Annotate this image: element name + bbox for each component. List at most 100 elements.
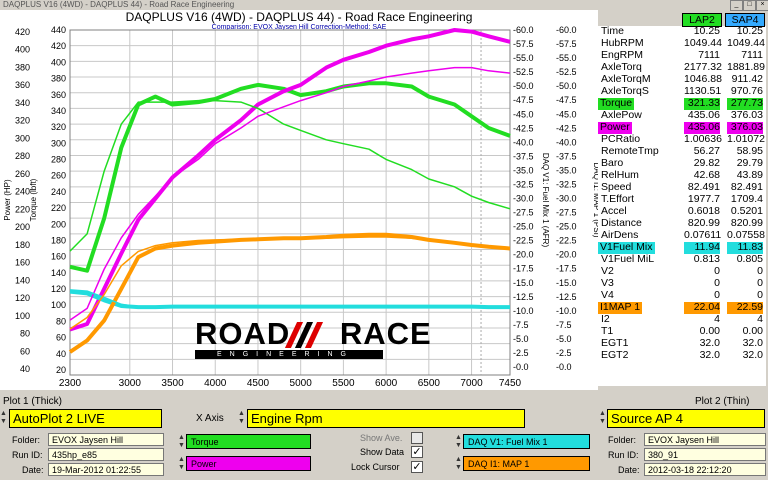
power-axis-tick: 380 bbox=[15, 62, 30, 72]
afr-axis-tick: -22.5 bbox=[513, 236, 534, 246]
row-value-1: 0.6018 bbox=[687, 205, 720, 217]
row-value-2: 0.07558 bbox=[727, 229, 765, 241]
table-row: V4 0 0 bbox=[598, 289, 766, 302]
row-name: RemoteTmp bbox=[601, 145, 659, 157]
plot2-folder-field[interactable]: EVOX Jaysen Hill bbox=[644, 433, 766, 446]
row-value-1: 0 bbox=[714, 289, 720, 301]
close-button[interactable]: × bbox=[756, 0, 768, 11]
row-value-1: 1.00636 bbox=[684, 133, 722, 145]
row-value-2: 10.25 bbox=[736, 25, 763, 37]
chart-subtitle: Comparison: EVOX Jaysen Hill Correction-… bbox=[211, 24, 387, 31]
row-value-2: 32.0 bbox=[742, 337, 763, 349]
x-tick-label: 3000 bbox=[119, 378, 142, 389]
xaxis-field[interactable]: Engine Rpm bbox=[247, 409, 525, 428]
logo-subtext: ENGINEERING bbox=[195, 350, 383, 359]
table-row: AxleTorqM 1046.88 911.42 bbox=[598, 73, 766, 86]
map-axis-tick: -25.0 bbox=[556, 222, 577, 232]
plot2-source-field[interactable]: Source AP 4 bbox=[607, 409, 765, 428]
x-tick-label: 5000 bbox=[290, 378, 313, 389]
map-axis-tick: -20.0 bbox=[556, 250, 577, 260]
row-name: T.Effort bbox=[601, 193, 635, 205]
maximize-button[interactable]: □ bbox=[743, 0, 756, 11]
row-name: I2 bbox=[601, 313, 610, 325]
map-spinner[interactable]: ▲ ▼ bbox=[455, 456, 462, 471]
plot1-date-field[interactable]: 19-Mar-2012 01:22:55 bbox=[48, 463, 164, 476]
row-value-2: 820.99 bbox=[730, 217, 763, 229]
x-tick-label: 4000 bbox=[204, 378, 227, 389]
plot1-label: Plot 1 (Thick) bbox=[3, 396, 62, 407]
plot2-source-spinner[interactable]: ▲ ▼ bbox=[599, 410, 606, 425]
torque-axis-tick: 60 bbox=[56, 333, 66, 343]
xaxis-spinner[interactable]: ▲ ▼ bbox=[238, 410, 245, 425]
torque-axis-tick: 160 bbox=[51, 252, 66, 262]
channel-power[interactable]: Power bbox=[186, 456, 311, 471]
series-line-fuel-mix-1 bbox=[69, 289, 510, 310]
row-name: AxleTorq bbox=[601, 61, 642, 73]
table-row: RemoteTmp 56.27 58.95 bbox=[598, 145, 766, 158]
row-value-2: 1709.4 bbox=[730, 193, 763, 205]
series-line-map-1 bbox=[69, 236, 511, 330]
channel-map[interactable]: DAQ I1: MAP 1 bbox=[463, 456, 590, 471]
row-name: AirDens bbox=[601, 229, 639, 241]
row-value-2: 0 bbox=[757, 277, 763, 289]
row-value-2: 32.0 bbox=[742, 349, 763, 361]
torque-axis-tick: 440 bbox=[51, 25, 66, 35]
torque-axis-tick: 340 bbox=[51, 106, 66, 116]
afr-axis-tick: -35.0 bbox=[513, 165, 534, 175]
channel-torque[interactable]: Torque bbox=[186, 434, 311, 449]
row-name: PCRatio bbox=[601, 133, 641, 145]
table-row: V3 0 0 bbox=[598, 277, 766, 290]
afr-axis-tick: -30.0 bbox=[513, 194, 534, 204]
table-row: T1 0.00 0.00 bbox=[598, 325, 766, 338]
power-axis-tick: 300 bbox=[15, 133, 30, 143]
channel-fuel-mix[interactable]: DAQ V1: Fuel Mix 1 bbox=[463, 434, 590, 449]
show-ave-checkbox[interactable] bbox=[411, 432, 423, 444]
plot1-source-spinner[interactable]: ▲ ▼ bbox=[0, 410, 7, 425]
map-axis-tick: -17.5 bbox=[556, 264, 577, 274]
window-titlebar: DAQPLUS V16 (4WD) - DAQPLUS 44) - Road R… bbox=[0, 0, 768, 10]
row-value-2: 376.03 bbox=[727, 121, 763, 134]
plot1-folder-field[interactable]: EVOX Jaysen Hill bbox=[48, 433, 164, 446]
row-value-2: 22.59 bbox=[727, 301, 763, 314]
row-name: EngRPM bbox=[601, 49, 644, 61]
row-value-2: 1881.89 bbox=[727, 61, 765, 73]
row-value-2: 4 bbox=[757, 313, 763, 325]
power-axis-tick: 80 bbox=[20, 329, 30, 339]
plot2-date-label: Date: bbox=[618, 465, 640, 475]
plot1-source-field[interactable]: AutoPlot 2 LIVE bbox=[9, 409, 162, 428]
map-axis-tick: -55.0 bbox=[556, 53, 577, 63]
plot1-runid-label: Run ID: bbox=[12, 450, 43, 460]
row-value-1: 0.07611 bbox=[684, 229, 722, 241]
power-spinner[interactable]: ▲ ▼ bbox=[178, 456, 185, 471]
afr-axis-tick: -55.0 bbox=[513, 53, 534, 63]
row-value-1: 1049.44 bbox=[684, 37, 722, 49]
torque-axis-tick: 40 bbox=[56, 349, 66, 359]
plot2-runid-label: Run ID: bbox=[608, 450, 639, 460]
torque-axis-tick: 240 bbox=[51, 187, 66, 197]
row-value-1: 0 bbox=[714, 265, 720, 277]
plot1-runid-field[interactable]: 435hp_e85 bbox=[48, 448, 164, 461]
power-axis-tick: 200 bbox=[15, 222, 30, 232]
afr-axis-tick: -2.5 bbox=[513, 348, 529, 358]
window-title: DAQPLUS V16 (4WD) - DAQPLUS 44) - Road R… bbox=[3, 0, 235, 9]
power-axis-tick: 320 bbox=[15, 116, 30, 126]
row-name: I1MAP 1 bbox=[598, 301, 643, 314]
table-row: Time 10.25 10.25 bbox=[598, 25, 766, 38]
minimize-button[interactable]: _ bbox=[730, 0, 743, 11]
dyno-plot[interactable]: DAQPLUS V16 (4WD) - DAQPLUS 44) - Road R… bbox=[0, 10, 598, 390]
row-value-2: 29.79 bbox=[736, 157, 763, 169]
power-axis-tick: 180 bbox=[15, 240, 30, 250]
fuel-spinner[interactable]: ▲ ▼ bbox=[455, 434, 462, 449]
torque-axis-tick: 420 bbox=[51, 41, 66, 51]
series-line-power bbox=[69, 66, 511, 321]
plot2-date-field[interactable]: 2012-03-18 22:12:20 bbox=[644, 463, 766, 476]
row-value-1: 820.99 bbox=[687, 217, 720, 229]
show-data-checkbox[interactable]: ✓ bbox=[411, 446, 423, 458]
x-tick-label: 4500 bbox=[247, 378, 270, 389]
power-axis-tick: 400 bbox=[15, 45, 30, 55]
power-axis-tick: 280 bbox=[15, 151, 30, 161]
map-axis-tick: -22.5 bbox=[556, 236, 577, 246]
torque-spinner[interactable]: ▲ ▼ bbox=[178, 434, 185, 449]
lock-cursor-checkbox[interactable]: ✓ bbox=[411, 461, 423, 473]
plot2-runid-field[interactable]: 380_91 bbox=[644, 448, 766, 461]
